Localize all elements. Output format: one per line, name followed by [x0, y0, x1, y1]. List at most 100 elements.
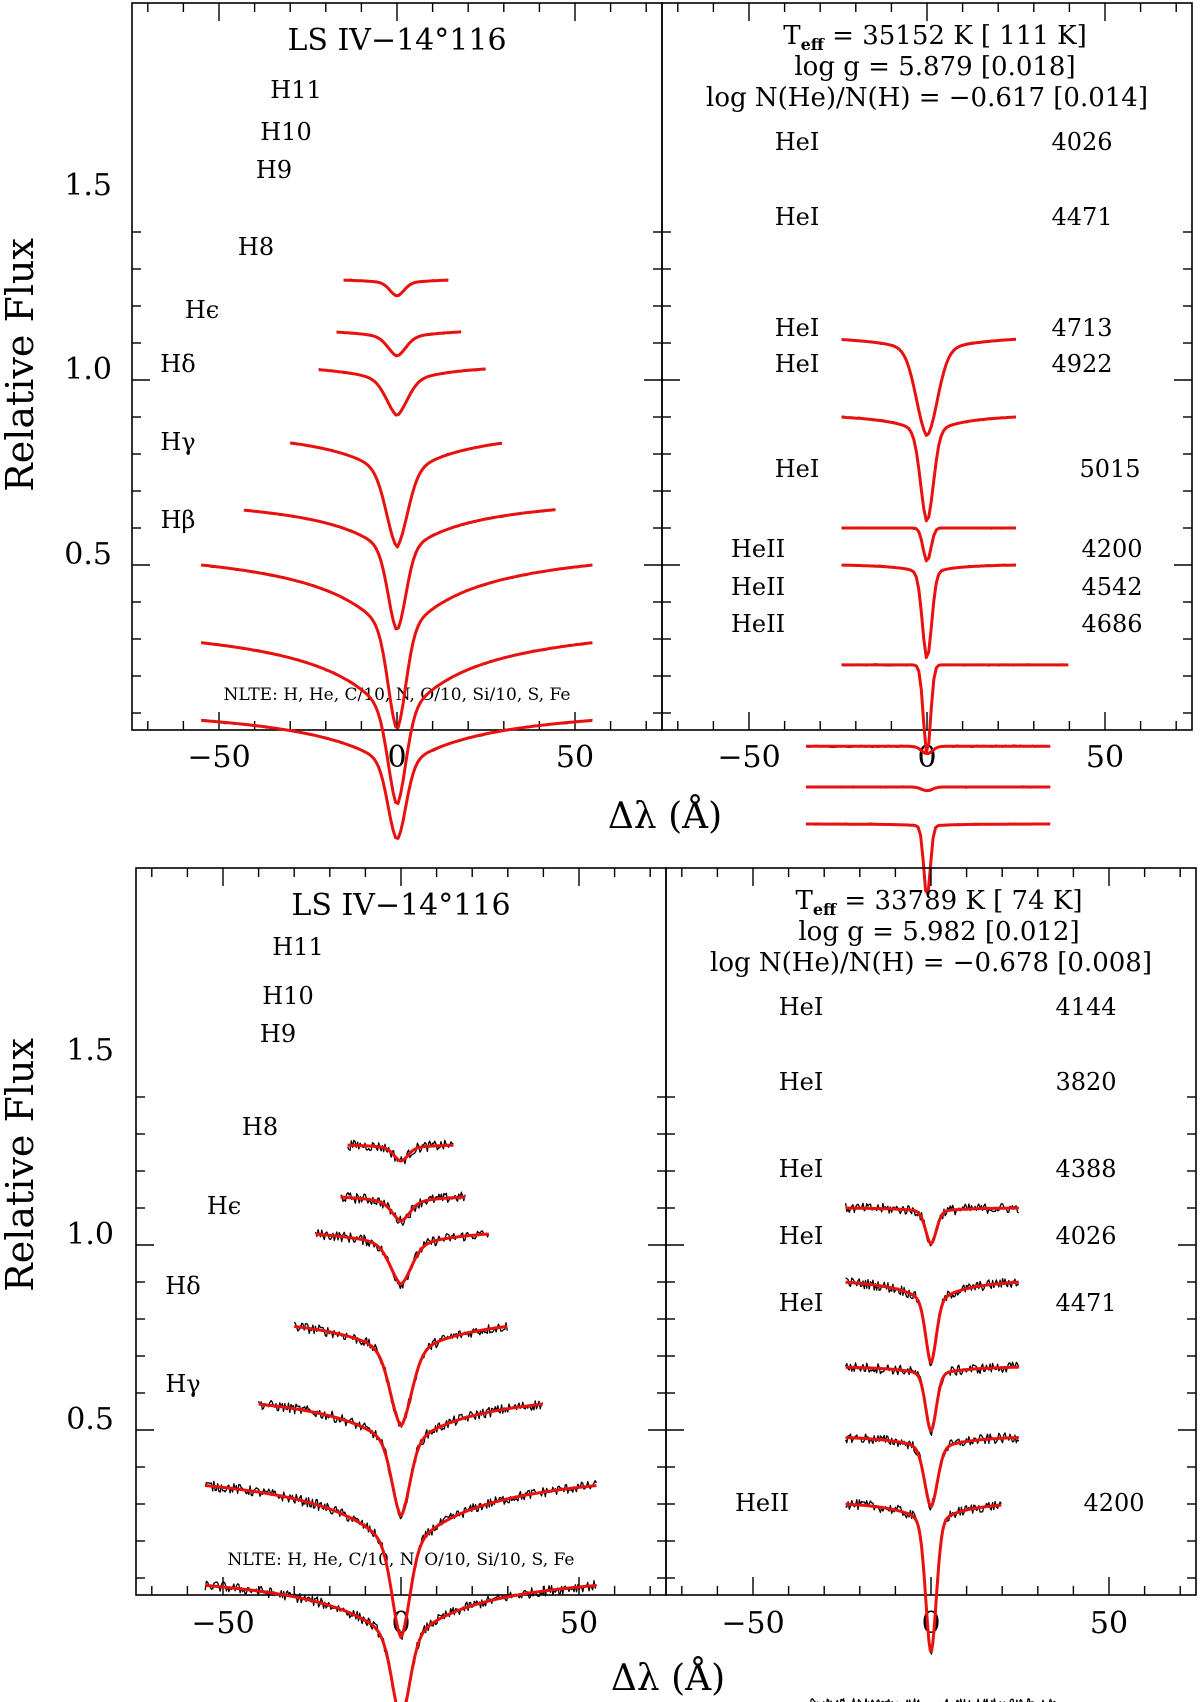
model-fit — [845, 1502, 1002, 1653]
observed-spectrum — [841, 338, 1017, 436]
y-tick-label: 0.5 — [64, 537, 112, 572]
line-ion-label: HeII — [735, 1489, 789, 1517]
model-fit — [315, 1232, 489, 1286]
x-tick-label: 50 — [1086, 740, 1124, 775]
line-label-h9: H9 — [260, 1020, 296, 1048]
model-fit — [204, 1583, 597, 1702]
observed-spectrum — [290, 442, 503, 549]
model-fit — [318, 367, 486, 417]
line-ion-label: HeI — [775, 455, 820, 483]
panel-title: LS IV−14°116 — [287, 23, 506, 58]
line-label-h10: H10 — [262, 982, 313, 1010]
param-nhe: log N(He)/N(H) = −0.617 [0.014] — [706, 83, 1148, 113]
model-fit — [201, 641, 593, 805]
line-wave-label: 4471 — [1051, 203, 1112, 231]
model-fit — [841, 526, 1016, 563]
line-label-h11: H11 — [272, 933, 323, 961]
line-ion-label: HeII — [731, 610, 785, 638]
line-ion-label: HeI — [779, 1155, 824, 1183]
panel-title: LS IV−14°116 — [291, 888, 510, 923]
line-ion-label: HeI — [775, 203, 820, 231]
x-tick-label: 50 — [1090, 1606, 1128, 1641]
y-tick-label: 1.5 — [64, 168, 112, 203]
spectra — [805, 337, 1069, 896]
model-fit — [293, 1324, 508, 1427]
y-tick-label: 1.5 — [66, 1033, 114, 1068]
axis-ticks — [662, 3, 1192, 730]
model-fit — [845, 1365, 1019, 1432]
model-fit — [343, 278, 449, 298]
line-wave-label: 4922 — [1051, 350, 1112, 378]
model-fit — [290, 441, 503, 549]
line-label-hepsilon: Hϵ — [185, 296, 219, 324]
line-label-hbeta: Hβ — [161, 506, 196, 534]
line-ion-label: HeI — [779, 1289, 824, 1317]
line-wave-label: 4200 — [1081, 535, 1142, 563]
param-logg: log g = 5.982 [0.012] — [798, 917, 1079, 947]
param-teff: Teff = 35152 K [ 111 K] — [783, 21, 1087, 54]
param-teff: Teff = 33789 K [ 74 K] — [796, 886, 1083, 919]
model-fit — [841, 563, 1017, 659]
panel-bottom-left: 0.5 1.0 1.5 −50 0 50 LS IV−14°116 NLTE: … — [66, 867, 667, 1702]
line-wave-label: 4144 — [1055, 993, 1116, 1021]
axis-ticks — [666, 868, 1196, 1595]
observed-spectrum — [204, 1580, 598, 1702]
x-tick-label: 0 — [917, 740, 936, 775]
line-wave-label: 5015 — [1079, 455, 1140, 483]
observed-spectrum — [844, 1432, 1020, 1511]
panel-top-left: 0.5 1.0 1.5 −50 0 50 LS IV−14°116 NLTE: … — [64, 2, 663, 840]
line-ion-label: HeI — [779, 993, 824, 1021]
figure-bottom: Relative Flux Δλ (Å) 0.5 1.0 1.5 −50 0 5… — [0, 867, 1197, 1702]
line-wave-label: 4200 — [1083, 1489, 1144, 1517]
spectra — [204, 1139, 598, 1702]
line-ion-label: HeI — [779, 1068, 824, 1096]
line-ion-label: HeII — [731, 573, 785, 601]
line-ion-label: HeI — [775, 314, 820, 342]
line-label-h9: H9 — [256, 156, 292, 184]
observed-spectrum — [314, 1229, 490, 1290]
observed-spectrum — [845, 1277, 1019, 1367]
line-wave-label: 4026 — [1055, 1222, 1116, 1250]
line-ion-label: HeI — [775, 128, 820, 156]
model-fit — [340, 1195, 466, 1223]
model-fit — [841, 663, 1069, 754]
nlte-note: NLTE: H, He, C/10, N, O/10, Si/10, S, Fe — [224, 685, 571, 705]
line-label-hdelta: Hδ — [165, 1272, 200, 1300]
panel-frame — [131, 2, 663, 731]
panel-bottom-right: −50 0 50 Teff = 33789 K [ 74 K] log g = … — [665, 867, 1197, 1702]
model-fit — [806, 744, 1051, 756]
line-ion-label: HeI — [779, 1222, 824, 1250]
model-fit — [845, 1280, 1019, 1364]
x-axis-label: Δλ (Å) — [611, 1657, 725, 1699]
y-axis-label: Relative Flux — [0, 1038, 42, 1292]
y-tick-label: 0.5 — [66, 1402, 114, 1437]
line-wave-label: 4471 — [1055, 1289, 1116, 1317]
model-fit — [841, 415, 1017, 523]
spectra — [200, 278, 593, 840]
axis-ticks — [136, 868, 666, 1595]
line-label-h8: H8 — [238, 233, 274, 261]
param-nhe: log N(He)/N(H) = −0.678 [0.008] — [710, 948, 1152, 978]
line-wave-label: 4713 — [1051, 314, 1112, 342]
x-tick-label: 50 — [560, 1606, 598, 1641]
line-wave-label: 4542 — [1081, 573, 1142, 601]
figure-top: Relative Flux Δλ (Å) 0.5 1.0 1.5 −50 0 5… — [0, 2, 1193, 896]
param-logg: log g = 5.879 [0.018] — [794, 52, 1075, 82]
model-fit — [204, 1484, 597, 1639]
y-tick-label: 1.0 — [64, 352, 112, 387]
observed-spectrum — [243, 508, 556, 631]
observed-spectrum — [336, 330, 462, 358]
y-axis-label: Relative Flux — [0, 238, 42, 492]
x-tick-label: −50 — [187, 740, 250, 775]
line-label-h11: H11 — [270, 76, 321, 104]
line-label-hgamma: Hγ — [165, 1370, 200, 1398]
model-fit — [201, 563, 593, 730]
line-label-hgamma: Hγ — [160, 428, 195, 456]
x-tick-label: 50 — [556, 740, 594, 775]
x-axis-label: Δλ (Å) — [608, 795, 722, 837]
x-tick-label: −50 — [191, 1606, 254, 1641]
axis-ticks — [132, 3, 662, 730]
line-wave-label: 3820 — [1055, 1068, 1116, 1096]
model-fit — [845, 1435, 1019, 1508]
